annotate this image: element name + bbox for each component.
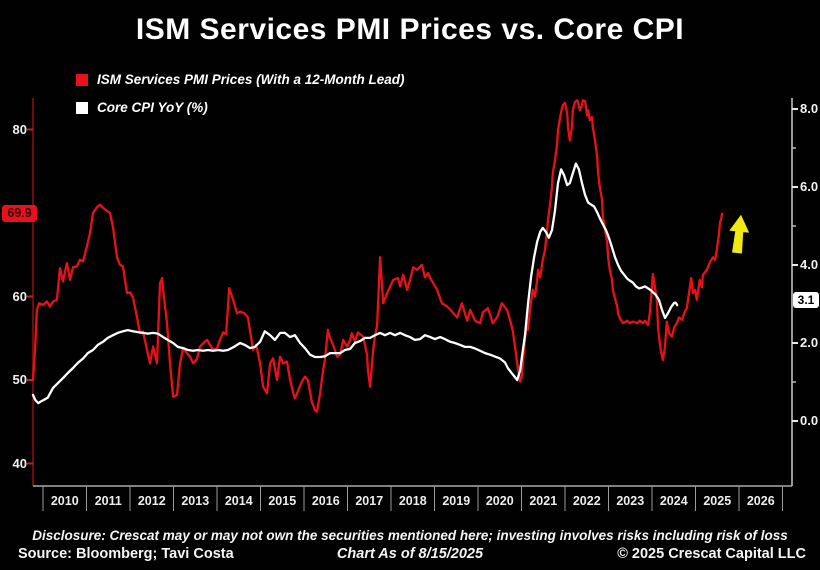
left-axis-tick-label: 60 — [12, 288, 27, 304]
x-axis-year-label: 2014 — [224, 494, 253, 508]
legend: ISM Services PMI Prices (With a 12-Month… — [76, 71, 404, 127]
ism-legend-swatch — [76, 73, 88, 86]
footer-bar: Source: Bloomberg; Tavi Costa Chart As o… — [0, 546, 820, 566]
right-axis-tick-label: 4.0 — [800, 257, 819, 272]
x-axis-year-label: 2026 — [746, 494, 775, 508]
cpi-series-line — [31, 162, 679, 405]
left-axis-tick-label: 40 — [12, 455, 27, 471]
cpi-legend-swatch — [76, 101, 88, 114]
x-axis-year-label: 2019 — [442, 494, 471, 508]
x-axis-year-label: 2021 — [529, 494, 558, 508]
up-arrow-icon — [729, 214, 750, 254]
x-axis-year-label: 2023 — [616, 494, 645, 508]
cpi-legend-label: Core CPI YoY (%) — [97, 100, 208, 115]
x-axis-year-label: 2016 — [311, 494, 340, 508]
x-axis-year-label: 2012 — [137, 494, 166, 508]
legend-item-cpi: Core CPI YoY (%) — [76, 99, 404, 116]
source-text: Source: Bloomberg; Tavi Costa — [18, 546, 234, 562]
x-axis-year-label: 2018 — [398, 494, 427, 508]
chart-title: ISM Services PMI Prices vs. Core CPI — [135, 13, 685, 46]
x-axis-year-label: 2015 — [268, 494, 297, 508]
x-axis-year-label: 2020 — [485, 494, 514, 508]
legend-item-ism: ISM Services PMI Prices (With a 12-Month… — [76, 71, 404, 88]
cpi-last-value-badge: 3.1 — [793, 292, 819, 309]
x-axis-year-label: 2025 — [703, 494, 732, 508]
left-axis-tick-label: 50 — [12, 372, 27, 387]
disclosure-text: Disclosure: Crescat may or may not own t… — [32, 528, 788, 543]
as-of-text: Chart As of 8/15/2025 — [336, 546, 484, 562]
x-axis-year-label: 2022 — [572, 494, 601, 508]
right-axis-tick-label: 0.0 — [800, 413, 819, 428]
x-axis-year-label: 2017 — [355, 494, 384, 508]
right-axis-tick-label: 8.0 — [800, 101, 819, 116]
ism-series-line — [31, 99, 724, 413]
left-axis-tick-label: 80 — [12, 121, 27, 137]
ism-legend-label: ISM Services PMI Prices (With a 12-Month… — [97, 72, 405, 87]
ism-last-value-badge: 69.9 — [2, 205, 37, 223]
x-axis-year-label: 2013 — [181, 494, 210, 508]
copyright-text: © 2025 Crescat Capital LLC — [617, 546, 806, 562]
x-axis-year-label: 2011 — [94, 494, 122, 508]
x-axis-year-label: 2024 — [659, 494, 688, 508]
right-axis-tick-label: 6.0 — [800, 179, 819, 194]
right-axis-tick-label: 2.0 — [800, 335, 819, 350]
x-axis-year-label: 2010 — [50, 494, 79, 508]
